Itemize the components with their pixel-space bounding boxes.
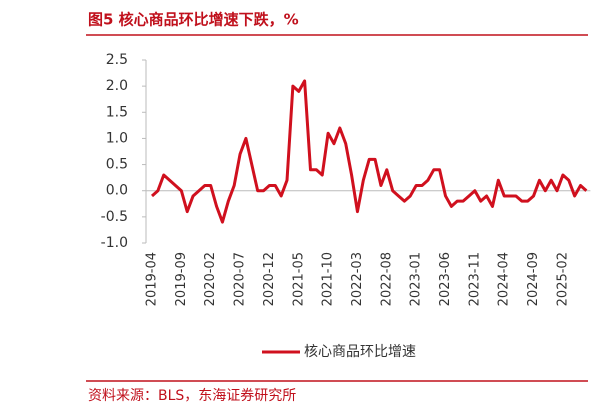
y-tick-label: 2.0 xyxy=(106,78,128,94)
x-tick-label: 2019-09 xyxy=(174,252,189,306)
x-tick-label: 2023-06 xyxy=(438,252,453,306)
legend-label: 核心商品环比增速 xyxy=(304,344,416,360)
x-tick-label: 2022-03 xyxy=(350,252,365,306)
y-tick-label: 0.5 xyxy=(106,157,128,173)
x-tick-label: 2020-07 xyxy=(233,252,248,306)
y-tick-label: -0.5 xyxy=(101,209,128,225)
x-tick-label: 2023-01 xyxy=(409,252,424,306)
y-tick-label: 2.5 xyxy=(106,52,128,68)
y-tick-label: 0.0 xyxy=(106,183,128,199)
x-tick-label: 2021-10 xyxy=(321,252,336,306)
x-tick-label: 2021-05 xyxy=(291,252,306,306)
x-tick-label: 2022-08 xyxy=(379,252,394,306)
x-tick-label: 2024-09 xyxy=(526,252,541,306)
x-tick-label: 2024-04 xyxy=(497,252,512,306)
x-tick-label: 2025-02 xyxy=(555,252,570,306)
source: 资料来源：BLS，东海证券研究所 xyxy=(88,388,296,404)
x-tick-label: 2023-11 xyxy=(467,252,482,306)
chart-title: 图5 核心商品环比增速下跌，% xyxy=(88,11,299,29)
x-tick-label: 2020-02 xyxy=(203,252,218,306)
x-tick-label: 2020-12 xyxy=(262,252,277,306)
y-tick-label: 1.0 xyxy=(106,130,128,146)
line xyxy=(151,79,588,224)
x-tick-label: 2019-04 xyxy=(145,252,160,306)
y-tick-label: -1.0 xyxy=(101,235,128,251)
y-tick-label: 1.5 xyxy=(106,104,128,120)
